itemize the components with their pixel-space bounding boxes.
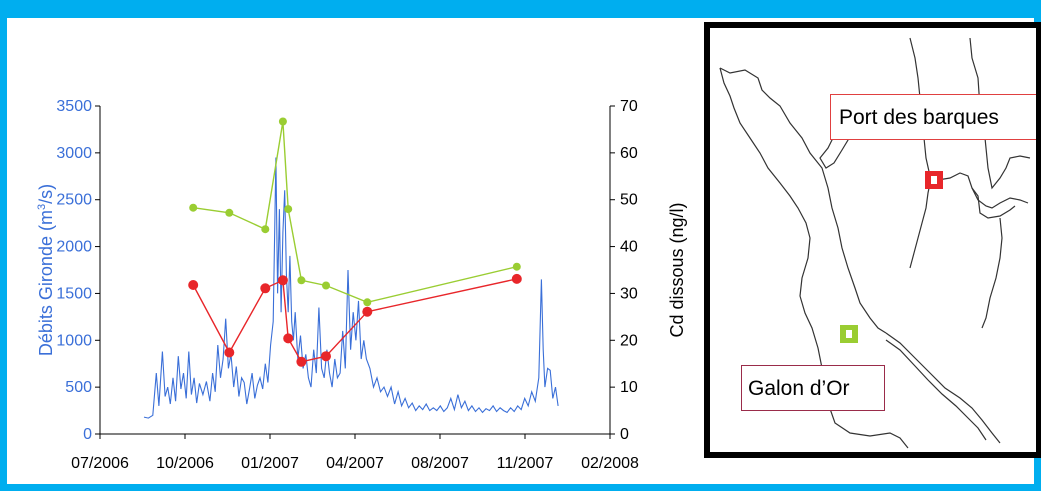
gironde-channel-b (885, 339, 987, 441)
coastline-north (719, 67, 827, 389)
right-tick-label: 60 (620, 145, 638, 162)
galon-dor-marker (840, 325, 858, 343)
right-axis-label: Cd dissous (ng/l) (667, 202, 687, 337)
cd-line (193, 121, 517, 304)
left-tick-label: 3000 (56, 145, 92, 162)
coastline-west (719, 67, 887, 334)
cd-series-green (189, 117, 521, 307)
cd-point (297, 276, 306, 285)
frame-left-bar (0, 0, 7, 491)
right-tick-label: 50 (620, 192, 638, 209)
cd-point (321, 351, 331, 362)
left-axis-label: Débits Gironde (m3/s) (36, 184, 56, 356)
left-tick-label: 0 (83, 426, 92, 443)
cd-point (512, 262, 521, 271)
right-tick-label: 20 (620, 332, 638, 349)
left-tick-label: 3500 (56, 98, 92, 115)
cd-series-red (188, 273, 522, 367)
cd-point (188, 280, 199, 290)
cd-point (296, 356, 307, 367)
x-tick-label: 01/2007 (241, 455, 299, 472)
cd-point (283, 333, 294, 344)
right-tick-label: 10 (620, 379, 638, 396)
discharge-line (143, 157, 559, 419)
x-tick-label: 04/2007 (326, 455, 384, 472)
x-tick-label: 10/2006 (156, 455, 214, 472)
cd-point (322, 281, 330, 290)
right-axis-ticks: 0 10 20 30 40 50 60 70 (610, 98, 638, 443)
x-tick-label: 11/2007 (497, 455, 554, 472)
right-tick-label: 0 (620, 426, 629, 443)
cd-point (511, 273, 522, 284)
map-panel: Port des barques Galon d’Or (704, 22, 1041, 458)
galon-dor-label: Galon d’Or (741, 365, 885, 411)
frame-top-bar (0, 0, 1041, 18)
cd-line (192, 278, 517, 363)
charente-tributary (971, 187, 1016, 219)
cd-point (284, 205, 293, 214)
cd-point (278, 117, 287, 126)
port-des-barques-label: Port des barques (830, 94, 1036, 140)
x-tick-label: 02/2008 (581, 455, 639, 472)
left-tick-label: 2500 (56, 192, 92, 209)
left-axis-ticks: 0 500 1000 1500 2000 2500 3000 3500 (56, 98, 100, 443)
x-tick-label: 08/2007 (411, 455, 469, 472)
cd-point (225, 208, 234, 217)
cd-point (363, 298, 372, 307)
chart: 0 500 1000 1500 2000 2500 3000 3500 0 10 20 30 40 50… (36, 98, 687, 472)
port-des-barques-marker (925, 171, 943, 189)
left-tick-label: 1000 (56, 332, 92, 349)
cd-point (277, 275, 288, 286)
right-tick-label: 30 (620, 285, 638, 302)
frame-bottom-bar (0, 484, 1041, 491)
discharge-series (143, 157, 559, 419)
left-tick-label: 2000 (56, 239, 92, 256)
cd-point (362, 306, 373, 317)
right-tick-label: 40 (620, 239, 638, 256)
x-axis-ticks: 07/2006 10/2006 01/2007 04/2007 08/2007 11/20… (71, 434, 639, 472)
left-tick-label: 1500 (56, 285, 92, 302)
cd-point (260, 283, 271, 294)
charente-river-south (909, 182, 931, 269)
cd-point (261, 225, 270, 234)
cd-point (224, 347, 235, 358)
x-tick-label: 07/2006 (71, 455, 129, 472)
cd-series (188, 117, 522, 367)
right-tick-label: 70 (620, 98, 638, 115)
east-coastline (969, 37, 1031, 190)
gironde-channel-a (885, 332, 1001, 444)
left-tick-label: 500 (65, 379, 92, 396)
east-inland-coast (981, 217, 1003, 329)
cd-point (189, 203, 198, 212)
